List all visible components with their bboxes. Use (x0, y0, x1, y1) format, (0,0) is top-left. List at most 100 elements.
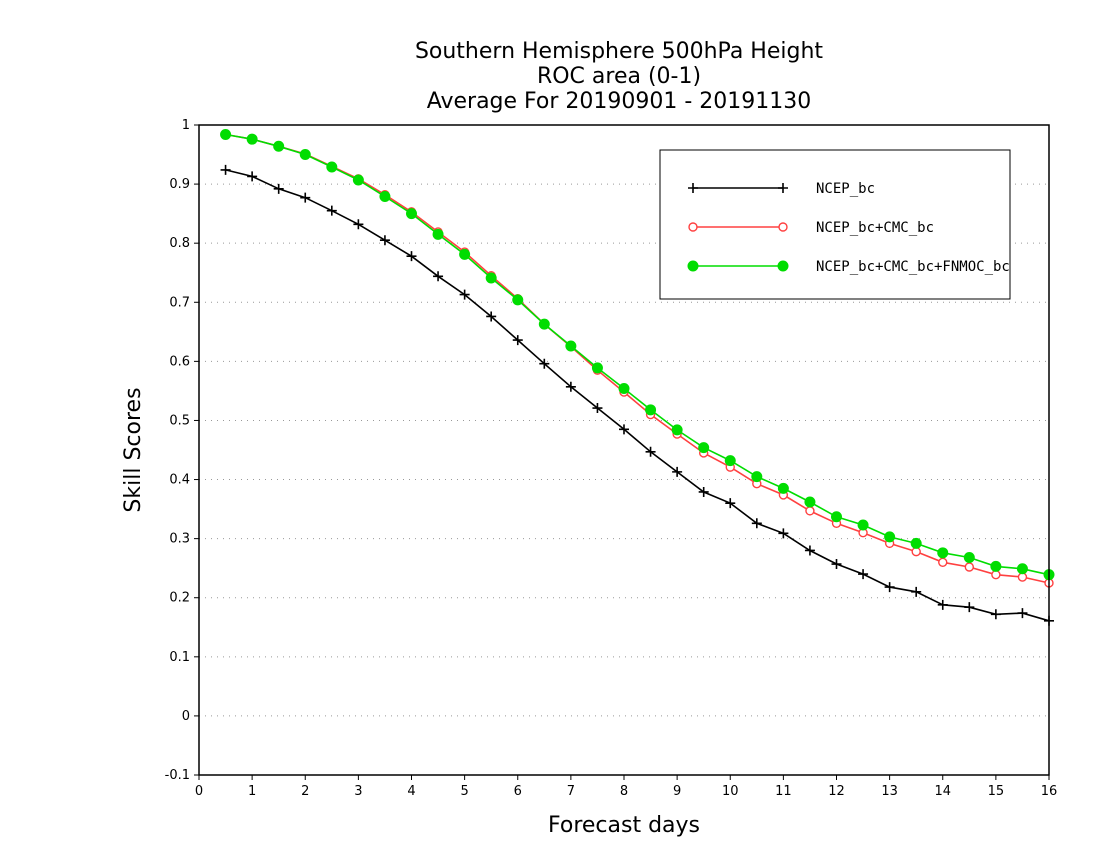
data-point-marker (326, 205, 337, 216)
x-axis-label: Forecast days (548, 813, 700, 838)
y-tick-label: 1 (182, 118, 190, 133)
data-point-marker (884, 582, 895, 593)
x-tick-label: 6 (514, 784, 522, 799)
x-tick-label: 4 (407, 784, 415, 799)
data-point-marker (672, 466, 683, 477)
x-tick-label: 7 (567, 784, 575, 799)
data-point-marker (937, 547, 949, 559)
data-point-marker (273, 140, 285, 152)
series-line (225, 169, 1050, 622)
data-point-marker (565, 340, 577, 352)
data-point-marker (220, 128, 232, 140)
data-point-marker (247, 171, 258, 182)
data-point-marker (910, 537, 922, 549)
data-point-marker (459, 248, 471, 260)
data-point-marker (538, 318, 550, 330)
x-tick-label: 5 (460, 784, 468, 799)
x-axis-ticks: 0 1 2 3 4 5 6 7 8 9 10 11 12 13 14 15 16 (195, 775, 1057, 799)
y-tick-label: -0.1 (165, 768, 190, 783)
y-tick-label: 0.1 (169, 650, 190, 665)
data-point-marker (777, 482, 789, 494)
y-axis-ticks: -0.1 0 0.1 0.2 0.3 0.4 0.5 0.6 0.7 0.8 0.9 1 (165, 118, 199, 783)
data-point-marker (990, 560, 1002, 572)
data-point-marker (433, 271, 444, 282)
data-point-marker (432, 228, 444, 240)
data-point-marker (937, 599, 948, 610)
x-tick-label: 2 (301, 784, 309, 799)
data-point-marker (831, 511, 842, 523)
x-tick-label: 9 (673, 784, 681, 799)
x-tick-label: 13 (881, 784, 898, 799)
x-tick-label: 3 (354, 784, 362, 799)
title-line-1: Southern Hemisphere 500hPa Height (415, 39, 823, 64)
data-point-marker (592, 403, 603, 414)
y-tick-label: 0.3 (169, 532, 190, 547)
legend-label: NCEP_bc (816, 181, 875, 197)
series-2 (220, 128, 1055, 581)
data-point-marker (246, 133, 258, 145)
data-point-marker (565, 381, 576, 392)
data-point-marker (698, 442, 710, 454)
data-point-marker (671, 424, 683, 436)
x-tick-label: 11 (775, 784, 792, 799)
data-point-marker (591, 362, 603, 374)
legend-entry-2: NCEP_bc+CMC_bc+FNMOC_bc (687, 259, 1010, 275)
y-tick-label: 0 (182, 709, 190, 724)
title-line-2: ROC area (0-1) (537, 64, 701, 89)
x-tick-label: 14 (934, 784, 951, 799)
data-point-marker (778, 183, 788, 193)
data-point-marker (688, 222, 698, 232)
data-point-marker (688, 183, 698, 193)
data-point-marker (645, 446, 656, 457)
x-tick-label: 0 (195, 784, 203, 799)
data-point-marker (938, 557, 948, 567)
legend-label: NCEP_bc+CMC_bc+FNMOC_bc (816, 259, 1010, 275)
x-tick-label: 16 (1041, 784, 1058, 799)
data-point-marker (353, 219, 364, 230)
data-point-marker (459, 289, 470, 300)
x-tick-label: 1 (248, 784, 256, 799)
x-tick-label: 15 (988, 784, 1005, 799)
data-point-marker (379, 235, 390, 246)
data-point-marker (618, 383, 630, 395)
title-line-3: Average For 20190901 - 20191130 (427, 89, 812, 114)
data-point-marker (1016, 563, 1028, 575)
x-tick-label: 8 (620, 784, 628, 799)
data-point-marker (857, 519, 869, 531)
data-point-marker (273, 183, 284, 194)
data-point-marker (645, 404, 657, 416)
data-point-marker (804, 545, 815, 556)
data-point-marker (990, 609, 1001, 620)
data-point-marker (326, 161, 338, 173)
x-tick-label: 10 (722, 784, 739, 799)
data-point-marker (300, 192, 311, 203)
data-point-marker (778, 528, 789, 539)
data-point-marker (352, 174, 364, 186)
data-point-marker (751, 471, 763, 483)
data-point-marker (911, 586, 922, 597)
data-point-marker (512, 294, 524, 306)
y-tick-label: 0.4 (169, 473, 190, 488)
y-axis-label: Skill Scores (121, 387, 146, 512)
data-point-marker (619, 424, 629, 435)
data-point-marker (486, 311, 497, 322)
data-point-marker (406, 251, 417, 262)
y-tick-label: 0.2 (169, 591, 190, 606)
y-tick-label: 0.5 (169, 413, 190, 428)
data-point-marker (539, 358, 550, 369)
data-point-marker (724, 455, 736, 467)
data-point-marker (777, 260, 789, 272)
data-point-marker (804, 496, 816, 508)
data-point-marker (858, 569, 869, 580)
legend-label: NCEP_bc+CMC_bc (816, 220, 934, 236)
data-point-marker (1017, 608, 1028, 619)
y-tick-label: 0.7 (169, 295, 190, 310)
data-point-marker (831, 559, 842, 570)
data-point-marker (725, 498, 736, 509)
data-point-marker (778, 222, 788, 232)
data-point-marker (379, 191, 391, 202)
y-tick-label: 0.9 (169, 177, 190, 192)
data-point-marker (485, 272, 497, 284)
chart-title: Southern Hemisphere 500hPa Height ROC ar… (415, 39, 823, 114)
